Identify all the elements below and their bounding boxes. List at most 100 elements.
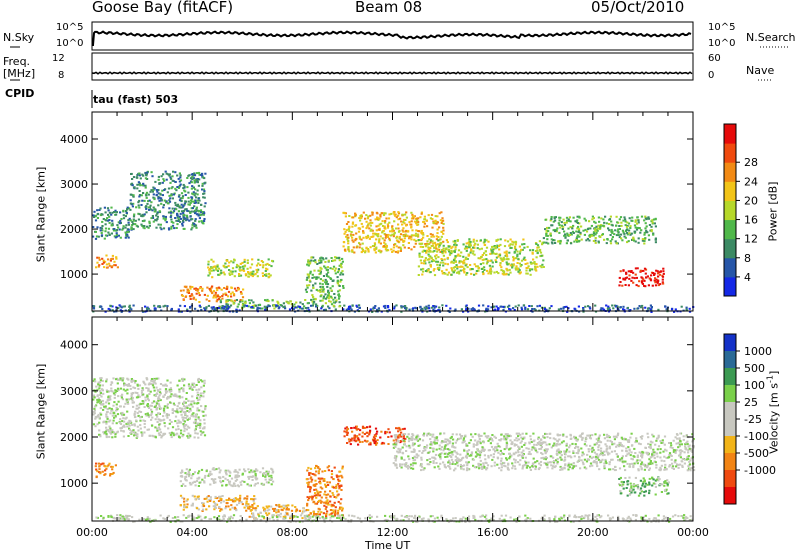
echo-cell <box>178 395 181 398</box>
echo-cell <box>182 425 186 428</box>
echo-cell <box>109 305 112 308</box>
echo-cell <box>142 226 145 229</box>
nsearch-label: N.Search <box>746 31 796 44</box>
echo-cell <box>191 395 194 398</box>
echo-cell <box>123 424 126 427</box>
echo-cell <box>407 440 411 443</box>
echo-cell <box>481 254 484 256</box>
echo-cell <box>230 286 233 289</box>
echo-cell <box>646 464 649 467</box>
echo-cell <box>117 389 120 391</box>
echo-cell <box>241 261 244 264</box>
echo-cell <box>231 270 234 273</box>
echo-cell <box>615 453 618 456</box>
echo-cell <box>319 491 322 493</box>
echo-cell <box>371 221 374 224</box>
echo-cell <box>122 227 125 230</box>
echo-cell <box>588 306 591 309</box>
echo-cell <box>215 503 219 506</box>
echo-cell <box>117 395 120 398</box>
echo-cell <box>372 439 375 442</box>
echo-cell <box>623 216 626 219</box>
echo-cell <box>602 308 606 311</box>
echo-cell <box>454 308 457 311</box>
echo-cell <box>472 240 475 243</box>
echo-cell <box>134 410 137 413</box>
echo-cell <box>148 224 151 227</box>
echo-cell <box>179 197 182 200</box>
echo-cell <box>488 264 491 267</box>
echo-cell <box>173 404 176 406</box>
echo-cell <box>142 192 145 194</box>
echo-cell <box>426 243 429 246</box>
echo-cell <box>192 415 195 418</box>
echo-cell <box>192 200 195 203</box>
echo-cell <box>162 305 165 308</box>
echo-cell <box>381 441 384 444</box>
y-tick-label: 2000 <box>60 223 88 236</box>
echo-cell <box>383 245 386 247</box>
echo-cell <box>221 297 224 300</box>
echo-cell <box>506 263 509 266</box>
echo-cell <box>306 286 309 289</box>
echo-cell <box>654 241 657 244</box>
echo-cell <box>215 295 218 298</box>
echo-cell <box>141 400 144 402</box>
echo-cell <box>591 218 594 221</box>
echo-cell <box>331 509 334 512</box>
echo-cell <box>355 304 358 307</box>
echo-cell <box>473 273 476 276</box>
echo-cell <box>629 225 632 228</box>
echo-cell <box>378 223 381 226</box>
echo-cell <box>435 238 438 241</box>
echo-cell <box>156 211 159 214</box>
echo-cell <box>107 258 110 261</box>
echo-cell <box>284 511 288 514</box>
echo-cell <box>264 475 267 478</box>
echo-cell <box>632 236 635 239</box>
echo-cell <box>244 301 247 304</box>
echo-cell <box>343 212 346 215</box>
echo-cell <box>138 182 141 185</box>
echo-cell <box>160 197 163 200</box>
echo-cell <box>503 305 506 308</box>
echo-cell <box>248 302 251 305</box>
echo-cell <box>550 224 553 227</box>
echo-cell <box>367 250 370 253</box>
echo-cell <box>157 426 161 429</box>
colorbar-tick-label: 16 <box>744 214 758 227</box>
echo-cell <box>174 171 177 174</box>
echo-cell <box>308 495 312 498</box>
echo-cell <box>204 414 207 417</box>
echo-cell <box>369 214 372 217</box>
echo-cell <box>490 445 494 448</box>
echo-cell <box>108 396 111 399</box>
echo-cell <box>654 237 657 240</box>
echo-cell <box>170 218 173 221</box>
echo-cell <box>534 308 537 311</box>
echo-cell <box>235 509 238 512</box>
echo-cell <box>233 506 237 509</box>
echo-cell <box>235 478 239 481</box>
echo-cell <box>639 231 642 234</box>
echo-cell <box>430 306 434 309</box>
echo-cell <box>535 269 538 272</box>
echo-cell <box>562 306 565 309</box>
colorbar-cell <box>724 219 736 240</box>
echo-cell <box>162 415 165 418</box>
echo-cell <box>120 396 123 399</box>
echo-cell <box>402 218 406 221</box>
echo-cell <box>197 214 200 217</box>
echo-cell <box>98 258 101 261</box>
echo-cell <box>203 481 206 484</box>
echo-cell <box>609 240 612 243</box>
echo-cell <box>458 261 461 264</box>
echo-cell <box>329 495 332 498</box>
echo-cell <box>108 211 111 214</box>
echo-cell <box>163 425 167 428</box>
echo-cell <box>590 234 593 237</box>
echo-cell <box>486 269 489 272</box>
echo-cell <box>514 241 518 244</box>
echo-cell <box>214 505 217 508</box>
echo-cell <box>107 402 111 405</box>
